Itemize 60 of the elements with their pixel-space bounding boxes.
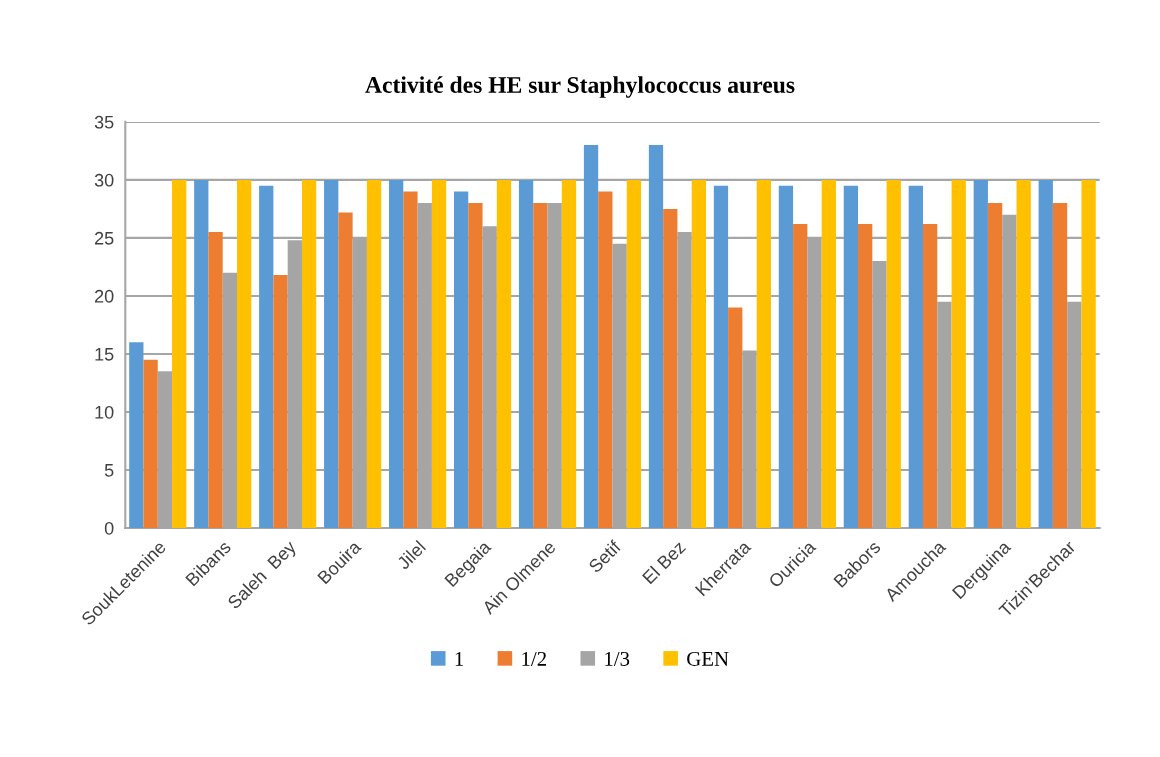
y-tick-label: 30 — [94, 173, 114, 187]
bar — [431, 179, 447, 529]
bar — [821, 179, 836, 529]
bar — [663, 208, 678, 529]
bar — [1052, 203, 1068, 529]
y-tick-label: 0 — [104, 521, 114, 535]
bar — [951, 179, 966, 529]
bar — [648, 145, 664, 529]
bar — [1016, 179, 1031, 529]
bar — [858, 223, 873, 529]
bar — [143, 359, 158, 529]
bar — [208, 232, 223, 529]
bar — [533, 203, 548, 529]
bar — [129, 342, 144, 529]
bar — [301, 179, 317, 529]
bar — [886, 179, 901, 529]
bar — [691, 179, 707, 529]
legend-label: 1/2 — [522, 651, 546, 666]
bar — [1038, 179, 1053, 529]
bar — [778, 185, 794, 529]
y-tick-label: 15 — [95, 348, 114, 361]
bar — [922, 223, 938, 529]
bar — [468, 203, 483, 529]
bar — [259, 185, 274, 529]
bar — [389, 179, 404, 529]
chart-title: Activité des HE sur Staphylococcus aureus — [365, 76, 795, 98]
bar — [987, 203, 1003, 529]
bar — [583, 145, 599, 529]
y-tick-label: 25 — [95, 231, 114, 245]
bar — [194, 179, 209, 529]
bar — [626, 179, 642, 529]
bar — [338, 212, 353, 529]
x-tick-label: El Bez — [641, 539, 687, 585]
bar — [756, 179, 771, 529]
bar — [273, 275, 288, 529]
x-tick-label: Jilel — [395, 539, 427, 571]
y-tick-label: 35 — [94, 115, 114, 129]
bar — [453, 191, 469, 529]
bar — [1081, 179, 1096, 529]
y-tick-label: 5 — [104, 464, 114, 477]
bar — [598, 191, 613, 529]
bar — [973, 179, 988, 529]
y-tick-label: 10 — [95, 405, 114, 419]
bar — [518, 179, 534, 529]
bar — [793, 223, 808, 529]
bar — [728, 307, 743, 529]
bar — [403, 191, 418, 529]
bar — [713, 185, 729, 529]
bar — [496, 179, 512, 529]
legend-label: GEN — [687, 651, 729, 666]
bar — [172, 179, 187, 529]
y-tick-label: 20 — [95, 289, 114, 303]
bar — [324, 179, 339, 529]
bar — [366, 179, 382, 529]
legend-label: 1/3 — [605, 651, 630, 666]
legend-label: 1 — [455, 651, 464, 666]
bar — [561, 179, 577, 529]
bar — [908, 185, 923, 529]
bar — [237, 179, 252, 529]
bar — [843, 185, 859, 529]
